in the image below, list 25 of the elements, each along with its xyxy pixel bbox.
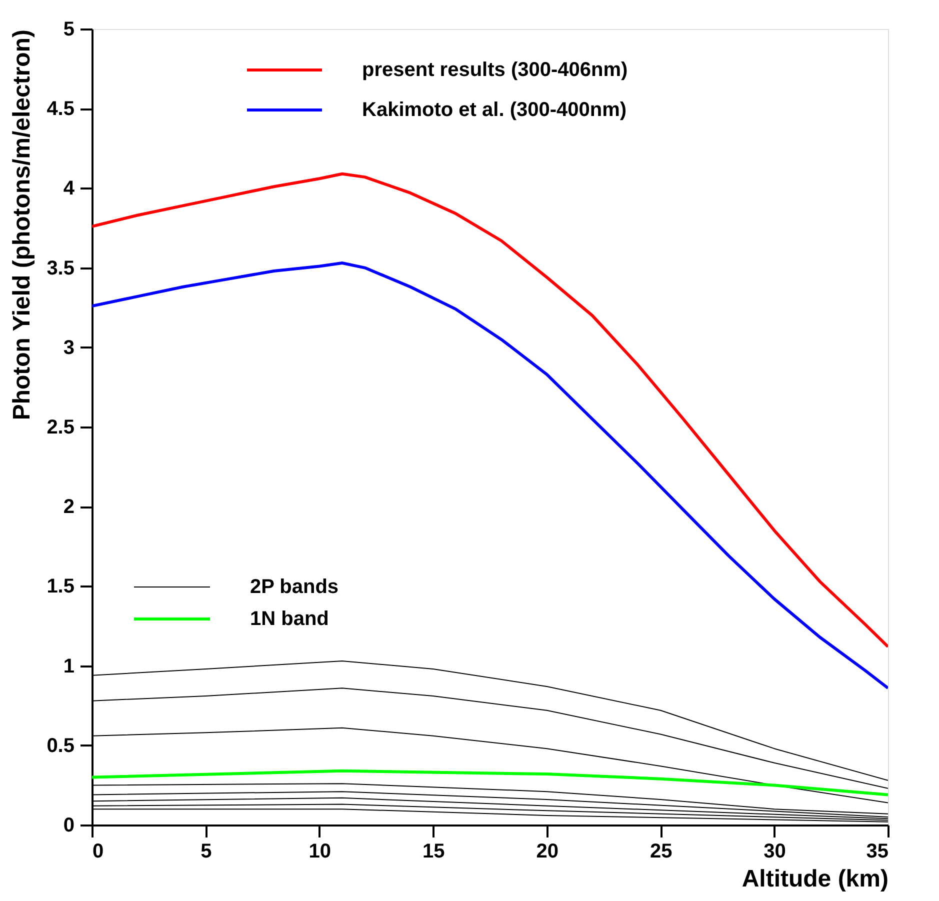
- x-tick-label: 30: [764, 840, 786, 862]
- y-tick-label: 1: [63, 655, 74, 678]
- legend-label: 2P bands: [250, 576, 339, 598]
- y-tick-label: 1.5: [46, 576, 74, 598]
- x-tick-label: 20: [536, 840, 558, 862]
- y-tick-label: 4: [63, 178, 76, 200]
- y-tick-label: 3.5: [46, 257, 74, 280]
- legend-label: Kakimoto et al. (300-400nm): [362, 99, 627, 121]
- y-tick-label: 3: [63, 336, 74, 359]
- x-tick-label: 0: [92, 840, 104, 862]
- x-tick-label: 15: [422, 840, 445, 862]
- x-axis-title: Altitude (km): [742, 866, 888, 892]
- y-tick-label: 2: [63, 496, 74, 518]
- x-tick-label: 25: [650, 840, 672, 862]
- x-tick-label: 10: [308, 840, 332, 862]
- legend-label: present results (300-406nm): [362, 59, 628, 81]
- y-axis-title: Photon Yield (photons/m/electron): [8, 30, 36, 420]
- y-tick-label: 0: [63, 814, 74, 836]
- y-tick-label: 5: [63, 18, 74, 40]
- x-tick-label: 5: [200, 840, 212, 862]
- x-tick-label: 35: [866, 840, 888, 862]
- y-tick-label: 0.5: [46, 734, 74, 757]
- y-tick-label: 2.5: [46, 416, 74, 438]
- y-tick-label: 4.5: [46, 98, 74, 120]
- legend-label: 1N band: [250, 608, 329, 630]
